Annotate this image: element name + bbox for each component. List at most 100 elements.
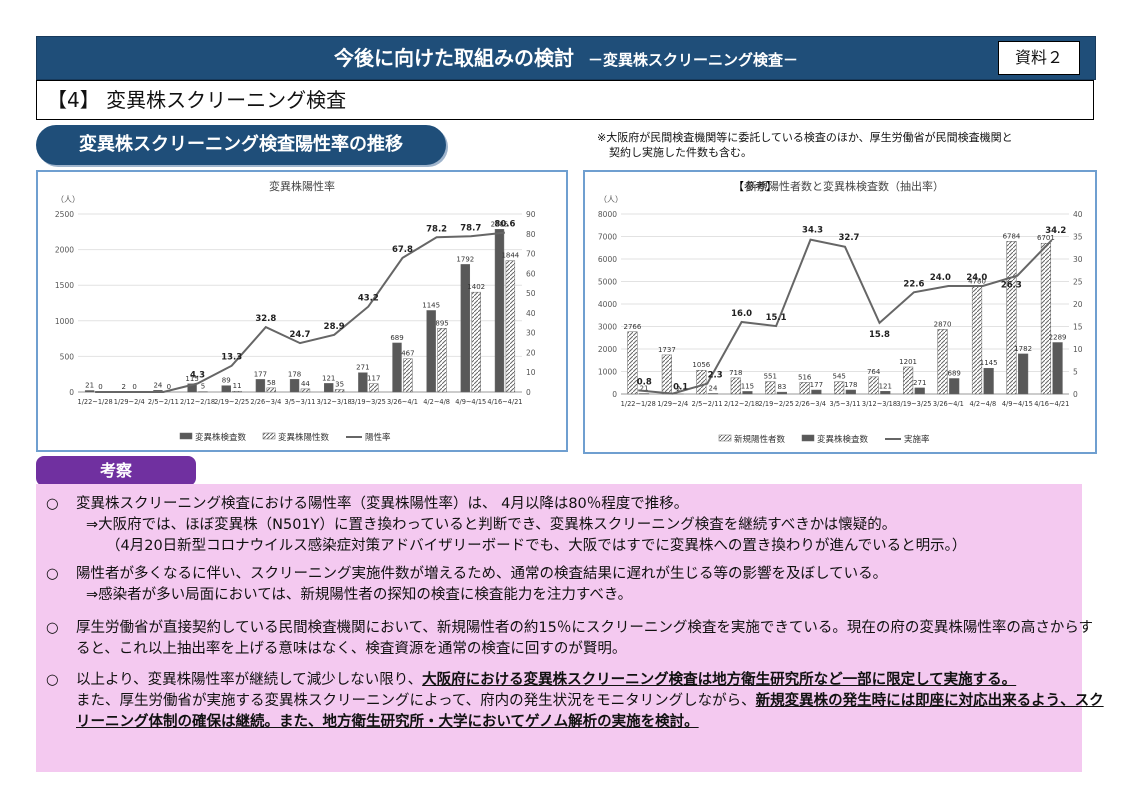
data-label: 117 bbox=[367, 375, 380, 383]
emphasis-1: 大阪府における変異株スクリーニング検査は地方衛生研究所など一部に限定して実施する… bbox=[422, 672, 1017, 688]
line-data-label: 78.7 bbox=[460, 223, 481, 233]
line-data-label: 32.8 bbox=[255, 314, 276, 324]
line-data-label: 26.3 bbox=[1001, 281, 1022, 291]
bar-positive-count bbox=[334, 389, 345, 393]
bar-test-count bbox=[289, 379, 300, 393]
bar-test-count bbox=[426, 310, 436, 393]
y-tick-left: 8000 bbox=[598, 210, 617, 219]
bar-positive-count bbox=[300, 388, 311, 393]
bar-test-count bbox=[1052, 342, 1063, 395]
bar-positive-count bbox=[369, 383, 379, 393]
y-tick-right: 90 bbox=[526, 210, 536, 219]
data-label: 689 bbox=[948, 369, 961, 377]
data-label: 178 bbox=[288, 370, 301, 378]
sampling-chart: 【参考】新規陽性者数と変異株検査数（抽出率） （人） 0 1000 2000 3000 40… bbox=[598, 179, 1083, 445]
bar-test-count bbox=[84, 390, 95, 393]
y-tick-left: 3000 bbox=[598, 323, 617, 332]
bar-test-count bbox=[949, 378, 960, 395]
data-label: 545 bbox=[832, 373, 845, 381]
x-tick: 1/22~1/28 bbox=[78, 398, 113, 406]
y-tick-left: 1500 bbox=[55, 281, 74, 290]
y-tick-right: 30 bbox=[526, 329, 536, 338]
x-tick: 2/19~2/25 bbox=[214, 398, 249, 406]
bar-test-count bbox=[914, 387, 925, 395]
chart-tag: 【参考】 bbox=[733, 179, 777, 193]
y-tick-left: 2000 bbox=[55, 246, 74, 255]
data-label: 121 bbox=[322, 374, 335, 382]
bar-test-count bbox=[983, 367, 994, 395]
chart-panel-sampling: 【参考】 新規陽性者数と変異株検査数（抽出率） （人） 0 1000 2000 3000 40… bbox=[583, 170, 1097, 454]
data-label: 1145 bbox=[422, 301, 440, 309]
bar-test-count bbox=[1018, 353, 1029, 395]
y-tick-right: 40 bbox=[526, 309, 536, 318]
data-label: 551 bbox=[764, 373, 777, 381]
x-tick: 3/26~4/1 bbox=[933, 400, 964, 408]
bar-new-cases bbox=[627, 331, 638, 395]
bar-new-cases bbox=[1040, 242, 1052, 395]
bar-test-count bbox=[776, 391, 787, 395]
legend-swatch bbox=[718, 434, 732, 442]
footnote-line-1: ※大阪府が民間検査機関等に委託している検査のほか、厚生労働省が民間検査機関と bbox=[597, 131, 1013, 144]
data-label: 2766 bbox=[623, 323, 641, 331]
data-label: 6784 bbox=[1003, 232, 1021, 240]
legend-entry: 陽性率 bbox=[365, 432, 391, 443]
bar-test-count bbox=[880, 391, 891, 395]
line-data-label: 15.1 bbox=[766, 313, 787, 323]
y-tick-right: 10 bbox=[1073, 345, 1083, 354]
x-tick: 2/12~2/18 bbox=[180, 398, 215, 406]
x-tick: 3/19~3/25 bbox=[896, 400, 931, 408]
x-tick: 4/16~4/21 bbox=[487, 398, 522, 406]
data-label: 1782 bbox=[1014, 345, 1032, 353]
section-header: 【4】 変異株スクリーニング検査 bbox=[36, 80, 1094, 120]
y-tick-left: 0 bbox=[612, 390, 617, 399]
y-tick-left: 7000 bbox=[598, 233, 617, 242]
x-tick: 2/5~2/11 bbox=[148, 398, 179, 406]
page-title: 今後に向けた取組みの検討 －変異株スクリーニング検査－ bbox=[333, 46, 798, 70]
x-tick: 4/9~4/15 bbox=[1002, 400, 1033, 408]
bar-test-count bbox=[707, 393, 719, 395]
y-tick-right: 5 bbox=[1073, 368, 1078, 377]
bar-test-count bbox=[392, 342, 402, 393]
chart-title: 新規陽性者数と変異株検査数（抽出率） bbox=[746, 179, 944, 193]
y-tick-right: 20 bbox=[1073, 300, 1083, 309]
legend-entry: 変異株検査数 bbox=[195, 432, 247, 443]
legend-swatch bbox=[801, 434, 815, 442]
y-tick-left: 0 bbox=[69, 388, 74, 397]
data-label: 1056 bbox=[692, 361, 710, 369]
bar-new-cases bbox=[799, 382, 810, 395]
y-tick-left: 6000 bbox=[598, 255, 617, 264]
data-label: 1792 bbox=[456, 255, 474, 263]
y-tick-right: 60 bbox=[526, 269, 536, 278]
discussion-label: 考察 bbox=[36, 456, 196, 486]
bar-new-cases bbox=[971, 286, 983, 395]
line-data-label: 34.2 bbox=[1045, 226, 1066, 236]
bar-new-cases bbox=[834, 381, 845, 395]
line-data-label: 67.8 bbox=[392, 245, 413, 255]
x-tick: 3/12~3/18 bbox=[317, 398, 352, 406]
x-tick: 1/29~2/4 bbox=[114, 398, 145, 406]
x-tick: 2/19~2/25 bbox=[759, 400, 794, 408]
positivity-chart: 変異株陽性率（人）0500100015002000250001020304050… bbox=[55, 179, 536, 443]
bar-test-count bbox=[255, 379, 266, 393]
data-label: 2 bbox=[122, 383, 126, 391]
x-tick: 3/12~3/18 bbox=[862, 400, 897, 408]
chart-title: 変異株陽性率 bbox=[269, 179, 335, 193]
bar-test-count bbox=[811, 389, 822, 395]
legend-swatch bbox=[179, 432, 193, 440]
y-tick-right: 50 bbox=[526, 289, 536, 298]
line-data-label: 80.6 bbox=[494, 220, 515, 230]
data-label: 1844 bbox=[501, 252, 519, 260]
x-tick: 3/5~3/11 bbox=[830, 400, 861, 408]
y-tick-right: 0 bbox=[1073, 390, 1078, 399]
line-data-label: 43.2 bbox=[358, 294, 379, 304]
bar-positive-count bbox=[437, 328, 447, 393]
bar-new-cases bbox=[1006, 241, 1017, 395]
data-label: 271 bbox=[913, 379, 926, 387]
bar-positive-count bbox=[232, 390, 242, 393]
line-data-label: 24.0 bbox=[930, 273, 951, 283]
data-label: 718 bbox=[729, 369, 742, 377]
line-data-label: 24.0 bbox=[966, 273, 987, 283]
data-label: 2285 bbox=[491, 220, 509, 228]
chart-heading: 変異株スクリーニング検査陽性率の推移 bbox=[36, 125, 446, 165]
data-label: 4780 bbox=[968, 277, 986, 285]
